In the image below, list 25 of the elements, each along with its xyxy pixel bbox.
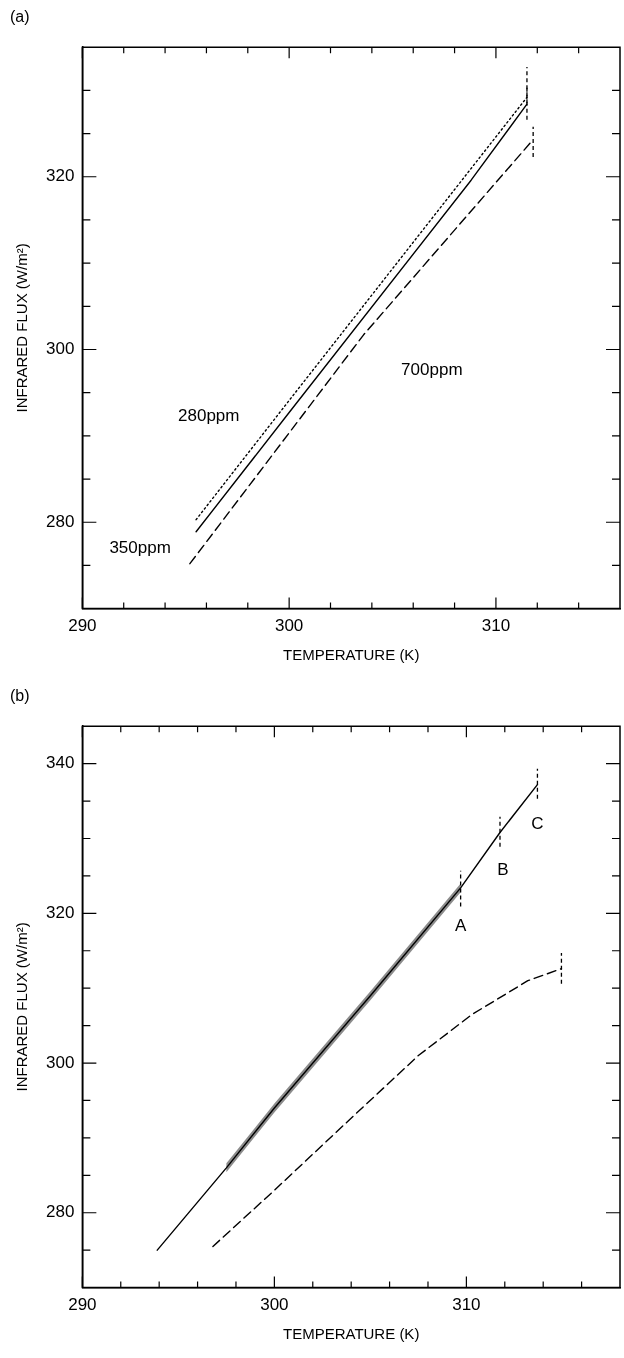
y-tick-label: 320	[45, 903, 75, 923]
y-tick-label: 320	[45, 166, 75, 186]
y-tick-label: 340	[45, 753, 75, 773]
y-tick-label: 300	[45, 339, 75, 359]
x-tick-label: 310	[452, 1295, 481, 1315]
x-tick-label: 290	[68, 616, 97, 636]
annotation: B	[497, 860, 509, 880]
chart-title: (a)	[10, 8, 30, 26]
x-tick-label: 290	[68, 1295, 97, 1315]
x-tick-label: 300	[274, 616, 304, 636]
annotation: C	[531, 814, 544, 834]
x-axis-title: TEMPERATURE (K)	[282, 646, 420, 664]
annotation: 700ppm	[401, 359, 463, 379]
y-tick-label: 280	[45, 511, 75, 531]
annotation: A	[454, 915, 467, 935]
y-axis-title: INFRARED FLUX (W/m²)	[13, 922, 31, 1092]
x-tick-label: 300	[260, 1295, 289, 1315]
annotation: 280ppm	[178, 405, 240, 425]
y-axis-title: INFRARED FLUX (W/m²)	[13, 243, 31, 413]
y-tick-label: 280	[45, 1202, 75, 1222]
x-axis-title: TEMPERATURE (K)	[282, 1325, 420, 1343]
y-tick-label: 300	[45, 1052, 75, 1072]
x-tick-label: 310	[481, 616, 511, 636]
annotation: 350ppm	[109, 538, 171, 558]
chart-title: (b)	[10, 687, 30, 705]
